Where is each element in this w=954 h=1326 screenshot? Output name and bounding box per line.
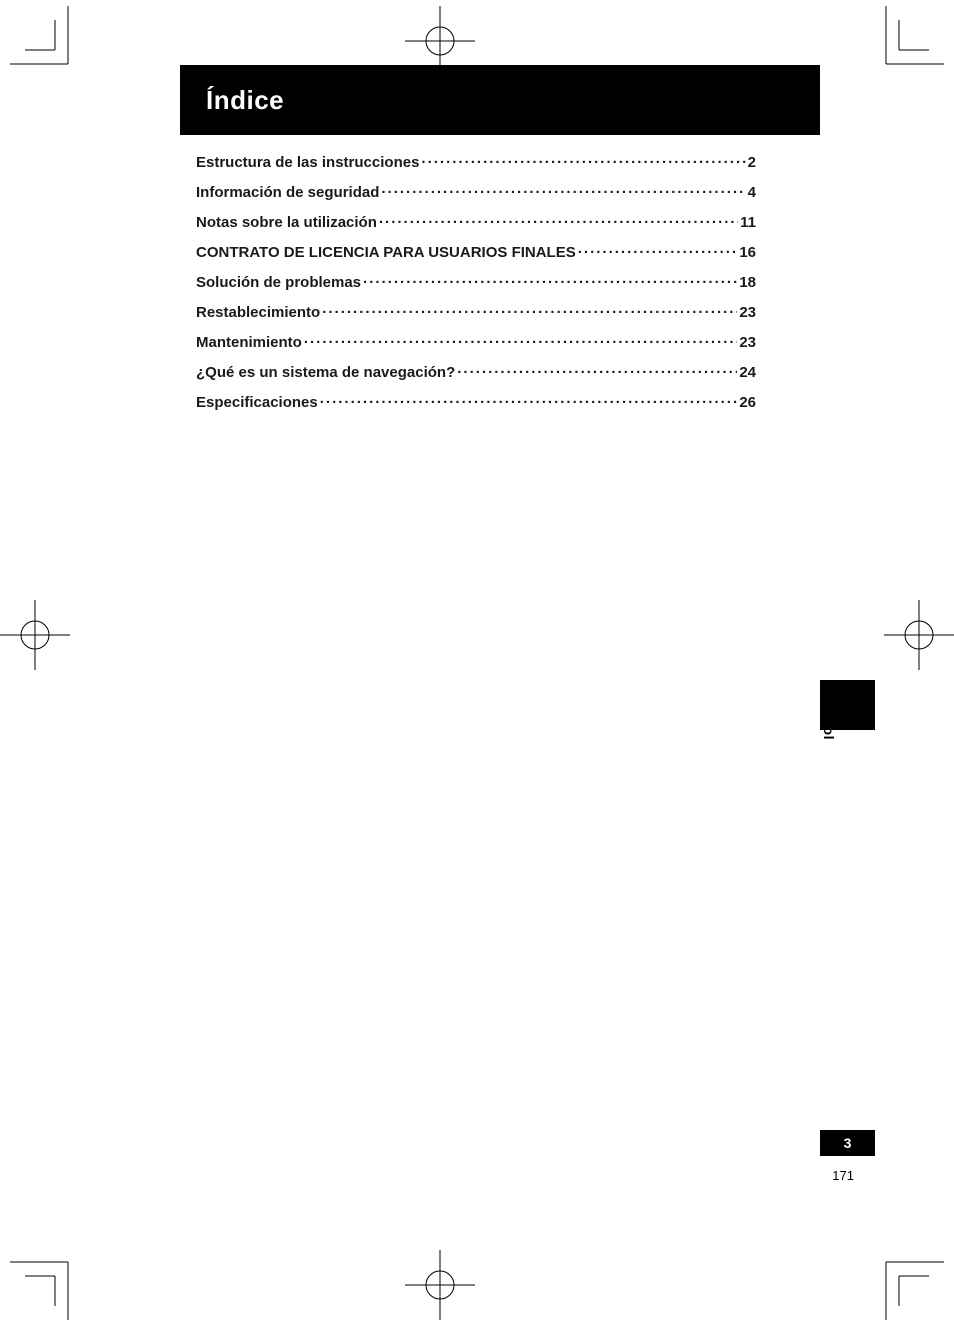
toc-leader-dots [421, 152, 745, 167]
title-bar: Índice [180, 65, 820, 135]
page-folio: 171 [832, 1168, 854, 1183]
section-number: 3 [844, 1135, 852, 1151]
toc-leader-dots [363, 272, 737, 287]
toc-row: ¿Qué es un sistema de navegación? 24 [196, 362, 756, 381]
registration-mark-left [0, 600, 70, 670]
toc-leader-dots [578, 242, 738, 257]
toc-entry-page: 23 [739, 304, 756, 321]
crop-mark-bottom-left [0, 1226, 100, 1326]
toc-entry-page: 11 [740, 214, 756, 231]
toc-leader-dots [379, 212, 738, 227]
toc-row: Solución de problemas 18 [196, 272, 756, 291]
crop-mark-bottom-right [854, 1226, 954, 1326]
page-title: Índice [206, 85, 284, 116]
toc-entry-label: Solución de problemas [196, 274, 361, 291]
toc-leader-dots [381, 182, 745, 197]
toc-row: CONTRATO DE LICENCIA PARA USUARIOS FINAL… [196, 242, 756, 261]
toc-entry-page: 2 [748, 154, 756, 171]
section-number-box: 3 [820, 1130, 875, 1156]
toc-entry-label: ¿Qué es un sistema de navegación? [196, 364, 455, 381]
toc-entry-page: 16 [739, 244, 756, 261]
toc-leader-dots [304, 332, 737, 347]
toc-entry-page: 26 [739, 394, 756, 411]
toc-entry-page: 24 [739, 364, 756, 381]
toc-entry-page: 18 [739, 274, 756, 291]
toc-entry-page: 23 [739, 334, 756, 351]
toc-row: Información de seguridad 4 [196, 182, 756, 201]
toc-entry-label: Restablecimiento [196, 304, 320, 321]
toc-entry-label: Información de seguridad [196, 184, 379, 201]
toc-row: Mantenimiento 23 [196, 332, 756, 351]
toc-entry-label: Especificaciones [196, 394, 318, 411]
toc-row: Estructura de las instrucciones 2 [196, 152, 756, 171]
toc-entry-label: CONTRATO DE LICENCIA PARA USUARIOS FINAL… [196, 244, 576, 261]
table-of-contents: Estructura de las instrucciones 2 Informac… [196, 152, 756, 422]
toc-leader-dots [320, 392, 738, 407]
side-language-label: Español [821, 682, 837, 740]
registration-mark-right [884, 600, 954, 670]
toc-row: Restablecimiento 23 [196, 302, 756, 321]
page: Índice Estructura de las instrucciones 2 I… [0, 0, 954, 1326]
crop-mark-top-left [0, 0, 100, 100]
crop-mark-top-right [854, 0, 954, 100]
toc-row: Notas sobre la utilización 11 [196, 212, 756, 231]
toc-entry-label: Estructura de las instrucciones [196, 154, 419, 171]
toc-leader-dots [457, 362, 737, 377]
toc-row: Especificaciones 26 [196, 392, 756, 411]
toc-entry-label: Mantenimiento [196, 334, 302, 351]
toc-entry-label: Notas sobre la utilización [196, 214, 377, 231]
toc-entry-page: 4 [748, 184, 756, 201]
registration-mark-bottom [405, 1250, 475, 1320]
toc-leader-dots [322, 302, 737, 317]
